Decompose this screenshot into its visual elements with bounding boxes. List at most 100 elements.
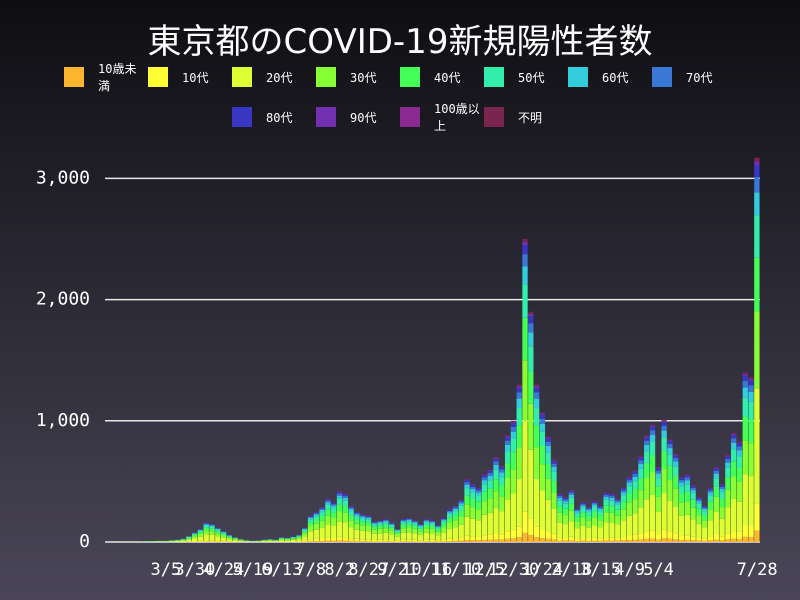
bar-segment xyxy=(412,525,418,529)
x-tick-label: 12/30 xyxy=(488,560,539,580)
bar-segment xyxy=(400,528,406,533)
bar-segment xyxy=(748,385,754,392)
bar-segment xyxy=(452,506,459,508)
bar-segment xyxy=(615,509,621,516)
bar-segment xyxy=(197,534,204,537)
bar-segment xyxy=(348,538,354,541)
bar-segment xyxy=(591,506,598,512)
bar-segment xyxy=(475,536,482,541)
bar-segment xyxy=(719,507,725,519)
bar-segment xyxy=(684,475,690,478)
bar-segment xyxy=(418,540,424,542)
bar-segment xyxy=(307,519,314,523)
bar-segment xyxy=(331,518,337,526)
bar-segment xyxy=(568,497,575,504)
bar-segment xyxy=(661,425,667,431)
bar-segment xyxy=(412,541,418,542)
bar-segment xyxy=(609,537,615,541)
bar-segment xyxy=(684,535,690,540)
bar-segment xyxy=(412,528,418,534)
bar-segment xyxy=(342,537,348,541)
bar-segment xyxy=(696,501,702,504)
bar-segment xyxy=(331,526,337,538)
bar-segment xyxy=(319,527,325,539)
legend-item: 70代 xyxy=(652,66,736,88)
bar-segment xyxy=(336,495,343,499)
bar-segment xyxy=(284,539,291,541)
bar-segment xyxy=(667,438,673,440)
bar-segment xyxy=(354,541,360,542)
bar-segment xyxy=(435,529,441,532)
legend-swatch xyxy=(568,67,588,87)
bar-segment xyxy=(580,526,586,538)
bar-segment xyxy=(412,539,418,542)
bar-segment xyxy=(690,536,696,541)
bar-segment xyxy=(296,536,302,538)
bar-segment xyxy=(238,540,244,541)
bar-segment xyxy=(209,531,215,535)
bar-segment xyxy=(464,484,470,489)
bar-segment xyxy=(528,323,534,333)
bar-segment xyxy=(528,314,534,317)
x-tick-label: 2/18 xyxy=(551,560,592,580)
bar-segment xyxy=(609,497,615,501)
bar-segment xyxy=(638,539,644,542)
bar-segment xyxy=(423,519,430,521)
bar-segment xyxy=(446,517,453,523)
bar-segment xyxy=(713,478,719,487)
bar-segment xyxy=(470,492,476,499)
bar-segment xyxy=(655,468,661,471)
bar-segment xyxy=(522,317,528,361)
bar-segment xyxy=(644,499,650,532)
bar-segment xyxy=(504,499,511,532)
bar-segment xyxy=(499,511,505,535)
bar-segment xyxy=(197,529,204,531)
bar-segment xyxy=(209,524,215,525)
legend-swatch xyxy=(652,67,672,87)
bar-segment xyxy=(296,537,302,540)
bar-segment xyxy=(354,529,360,539)
bar-segment xyxy=(238,540,244,542)
bar-segment xyxy=(313,523,320,530)
bar-segment xyxy=(331,504,337,506)
bar-segment xyxy=(696,498,702,500)
x-tick-label: 10/16 xyxy=(401,560,452,580)
bar-segment xyxy=(603,493,609,495)
bar-segment xyxy=(586,520,592,528)
bar-segment xyxy=(493,464,499,470)
bar-segment xyxy=(557,522,563,538)
bar-segment xyxy=(620,488,627,491)
bar-segment xyxy=(568,492,575,495)
bar-segment xyxy=(725,507,731,534)
bar-segment xyxy=(742,397,748,417)
bar-segment xyxy=(371,533,377,540)
bar-segment xyxy=(418,528,424,532)
bar-segment xyxy=(731,538,737,542)
bar-segment xyxy=(545,499,551,532)
bar-segment xyxy=(620,520,627,537)
bar-segment xyxy=(389,525,395,528)
bar-segment xyxy=(464,482,470,485)
bar-segment xyxy=(429,520,435,522)
bar-segment xyxy=(661,419,667,421)
bar-segment xyxy=(754,311,760,389)
bar-segment xyxy=(354,514,360,517)
bar-segment xyxy=(736,442,743,444)
bar-segment xyxy=(510,422,517,424)
bar-segment xyxy=(418,531,424,535)
bar-segment xyxy=(690,540,696,542)
legend-item: 80代 xyxy=(232,106,316,128)
bar-segment xyxy=(603,537,609,541)
bar-segment xyxy=(452,511,459,516)
bar-segment xyxy=(557,512,563,523)
bar-segment xyxy=(319,540,325,542)
bar-segment xyxy=(331,505,337,509)
bar-segment xyxy=(313,538,320,542)
bar-segment xyxy=(528,403,534,450)
bar-segment xyxy=(516,526,522,538)
bar-segment xyxy=(504,444,511,452)
x-tick-label: 5/4 xyxy=(643,560,674,580)
bar-segment xyxy=(319,515,325,521)
bar-segment xyxy=(493,533,499,540)
bar-segment xyxy=(458,510,464,517)
